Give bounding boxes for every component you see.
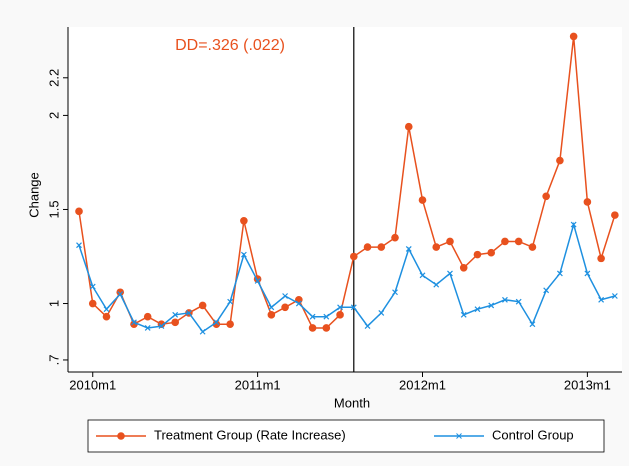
point	[447, 270, 453, 277]
point	[75, 207, 83, 216]
x-axis-label: Month	[334, 395, 370, 410]
point	[254, 278, 261, 284]
point	[433, 281, 440, 288]
point	[405, 246, 412, 252]
y-tick-label: .7	[46, 355, 61, 366]
point	[226, 320, 234, 329]
y-tick-label: 2.2	[46, 69, 61, 87]
point	[116, 288, 125, 297]
point	[570, 221, 577, 228]
y-tick-label: 1.5	[46, 200, 61, 218]
point	[282, 293, 289, 299]
point	[89, 283, 96, 290]
point	[322, 324, 331, 332]
point	[199, 328, 206, 335]
point	[473, 250, 482, 259]
point	[309, 313, 316, 320]
point	[611, 293, 618, 299]
point	[584, 270, 591, 277]
point	[350, 304, 357, 311]
point	[185, 310, 192, 316]
point	[102, 312, 111, 321]
point	[88, 299, 97, 308]
point	[323, 313, 330, 320]
point	[569, 32, 578, 41]
point	[158, 323, 165, 330]
legend-label: Treatment Group (Rate Increase)	[154, 427, 346, 442]
point	[392, 289, 398, 296]
x-tick-label: 2013m1	[564, 377, 611, 392]
point	[213, 319, 220, 326]
point	[419, 272, 426, 279]
x-tick-label: 2011m1	[235, 377, 281, 392]
y-tick-label: 2	[46, 112, 61, 119]
legend-label: Control Group	[492, 427, 574, 442]
point	[404, 122, 413, 131]
point	[268, 304, 275, 311]
point	[198, 301, 207, 310]
point	[502, 296, 508, 303]
plot-area	[68, 27, 622, 372]
point	[76, 242, 82, 249]
point	[529, 321, 536, 328]
point	[598, 296, 605, 303]
point	[418, 196, 427, 204]
point	[240, 251, 247, 258]
point	[556, 156, 564, 165]
legend	[87, 419, 605, 453]
point	[308, 324, 317, 332]
point	[117, 291, 124, 298]
point	[583, 198, 592, 206]
x-tick-label: 2012m1	[399, 377, 446, 392]
x-tick-label: 2010m1	[69, 377, 116, 392]
point	[143, 312, 152, 321]
y-tick-label: 1	[46, 300, 61, 307]
point	[350, 252, 358, 261]
point	[514, 237, 523, 246]
point	[240, 216, 248, 225]
point	[501, 237, 509, 246]
point	[487, 248, 496, 257]
point	[542, 192, 550, 201]
point	[515, 298, 522, 305]
point	[144, 325, 151, 331]
legend-marker	[456, 433, 462, 439]
point	[131, 319, 137, 326]
point	[363, 243, 372, 251]
point	[295, 300, 302, 307]
point	[377, 243, 386, 251]
legend-marker	[117, 432, 125, 440]
point	[364, 323, 371, 330]
point	[103, 306, 110, 313]
point	[611, 211, 619, 219]
point	[459, 263, 468, 272]
annotation: DD=.326 (.022)	[175, 37, 285, 54]
point	[391, 233, 399, 242]
point	[488, 302, 495, 309]
point	[337, 304, 343, 311]
point	[336, 311, 344, 319]
point	[597, 254, 605, 263]
y-axis-label: Change	[26, 172, 41, 218]
point	[172, 311, 179, 318]
point	[227, 298, 234, 305]
point	[281, 303, 289, 312]
point	[267, 311, 276, 319]
point	[171, 318, 179, 327]
point	[446, 237, 454, 246]
point	[432, 243, 441, 251]
point	[378, 310, 385, 316]
point	[474, 306, 481, 313]
point	[556, 270, 563, 277]
series-line	[78, 221, 616, 333]
point	[543, 287, 550, 294]
point	[212, 320, 221, 329]
series-line	[78, 36, 616, 329]
point	[528, 243, 537, 251]
point	[460, 311, 467, 318]
